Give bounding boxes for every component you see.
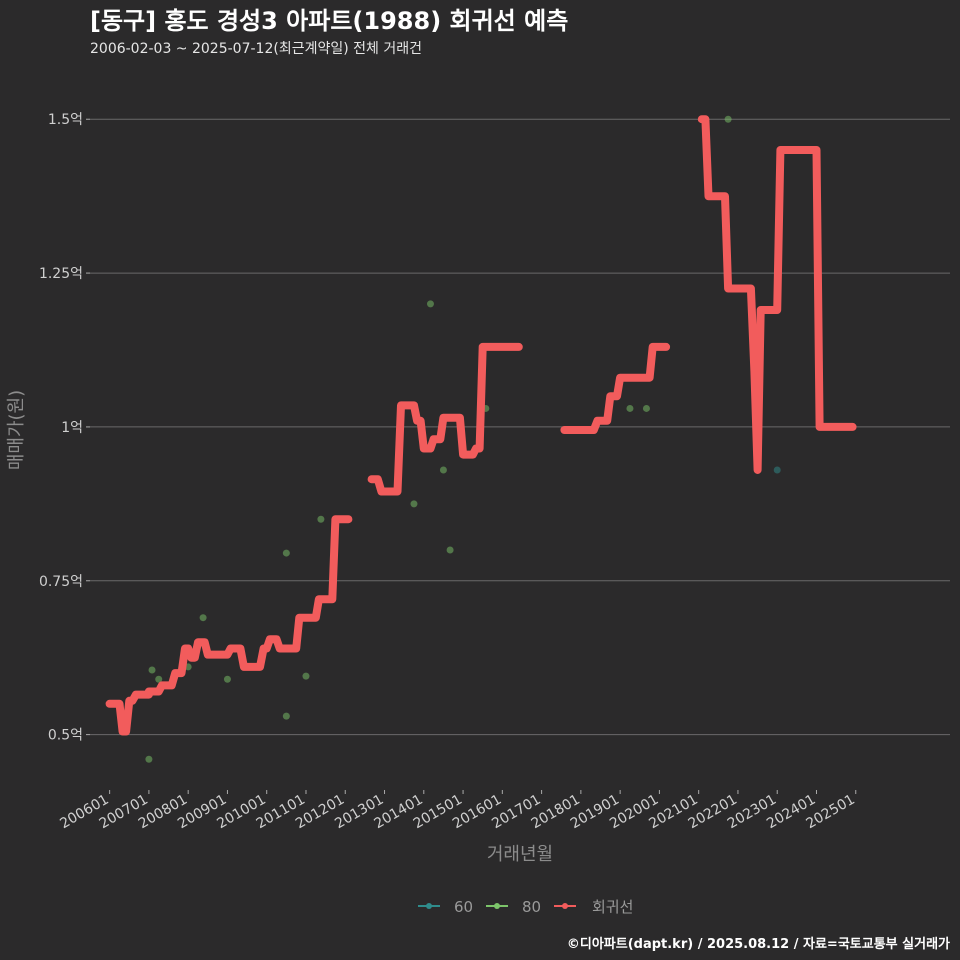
y-tick-label: 1.25억 (39, 266, 83, 282)
data-point-80 (439, 466, 447, 474)
data-point-80 (317, 515, 325, 523)
data-point-80 (145, 755, 153, 763)
chart-caption: ©디아파트(dapt.kr) / 2025.08.12 / 자료=국토교통부 실… (567, 936, 950, 952)
x-axis-ticks: 2006012007012008012009012010012011012012… (57, 790, 858, 832)
legend-marker-회귀선 (562, 903, 568, 909)
data-point-80 (282, 549, 290, 557)
regression-line-segment (105, 515, 353, 736)
chart-title: [동구] 홍도 경성3 아파트(1988) 회귀선 예측 (90, 7, 568, 35)
data-point-80 (626, 404, 634, 412)
regression-lines (105, 115, 857, 736)
legend-marker-80 (494, 903, 500, 909)
regression-line-segment (367, 342, 523, 496)
y-tick-label: 0.75억 (39, 574, 83, 590)
data-point-80 (724, 115, 732, 123)
data-point-80 (148, 666, 156, 674)
legend-label-회귀선: 회귀선 (592, 898, 633, 916)
gridlines (90, 118, 950, 736)
legend-label-60: 60 (454, 898, 473, 916)
y-axis-title: 매매가(원) (6, 390, 27, 470)
legend-label-80: 80 (522, 898, 541, 916)
regression-line-segment (697, 115, 857, 474)
data-point-80 (302, 672, 310, 680)
data-point-80 (282, 712, 290, 720)
y-axis-ticks: 0.5억 0.75억 1억 1.25억 1.5억 (39, 112, 90, 744)
y-tick-label: 0.5억 (48, 728, 83, 744)
legend: 60 80 회귀선 (418, 898, 633, 916)
data-point-80 (199, 614, 207, 622)
data-point-80 (446, 546, 454, 554)
scatter-points (145, 115, 781, 763)
legend-marker-60 (426, 903, 432, 909)
data-point-80 (642, 404, 650, 412)
data-point-60 (773, 466, 781, 474)
x-axis-title: 거래년월 (487, 844, 553, 865)
regression-line-segment (560, 342, 671, 434)
y-tick-label: 1.5억 (48, 112, 83, 128)
chart-subtitle: 2006-02-03 ~ 2025-07-12(최근계약일) 전체 거래건 (90, 41, 422, 57)
data-point-80 (155, 675, 163, 683)
y-tick-label: 1억 (61, 420, 83, 436)
data-point-80 (223, 675, 231, 683)
data-point-80 (410, 500, 418, 508)
data-point-80 (426, 300, 434, 308)
